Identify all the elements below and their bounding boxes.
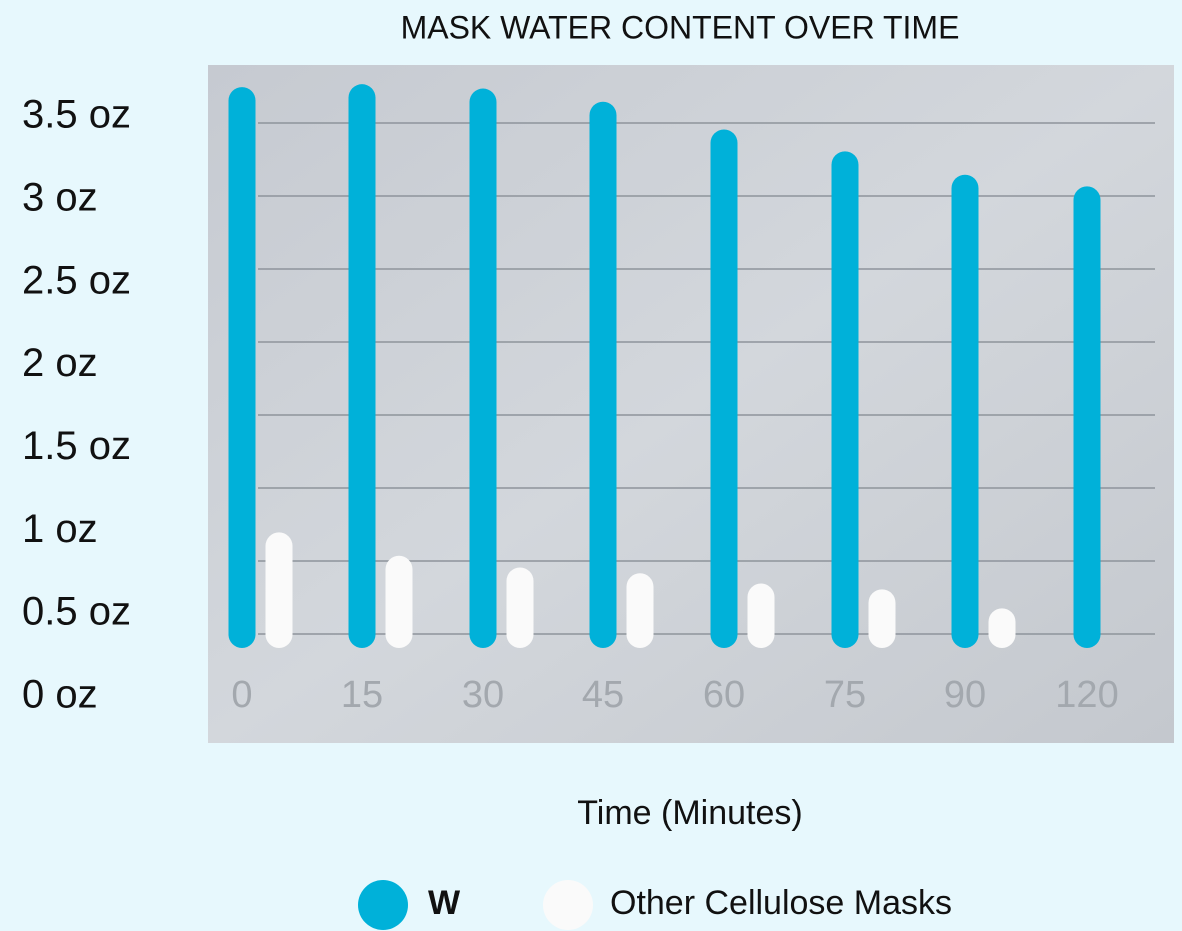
bar bbox=[506, 567, 534, 648]
bar bbox=[710, 129, 738, 648]
y-tick-label: 0 oz bbox=[22, 673, 98, 717]
x-axis-label: Time (Minutes) bbox=[577, 794, 802, 832]
bar bbox=[626, 573, 654, 648]
y-tick-label: 2.5 oz bbox=[22, 258, 131, 302]
y-tick-label: 1.5 oz bbox=[22, 424, 131, 468]
chart-title: MASK WATER CONTENT OVER TIME bbox=[401, 9, 960, 45]
bar bbox=[348, 84, 376, 649]
bar bbox=[1073, 186, 1101, 648]
y-tick-label: 0.5 oz bbox=[22, 590, 131, 634]
x-tick-label: 45 bbox=[582, 674, 624, 716]
bar bbox=[469, 88, 497, 648]
x-tick-label: 60 bbox=[703, 674, 745, 716]
legend-label: W bbox=[428, 884, 461, 922]
x-tick-label: 75 bbox=[824, 674, 866, 716]
x-tick-label: 90 bbox=[944, 674, 986, 716]
bar bbox=[385, 555, 413, 648]
bar bbox=[988, 608, 1016, 648]
y-tick-label: 3.5 oz bbox=[22, 93, 131, 137]
bar bbox=[747, 583, 775, 648]
y-tick-label: 2 oz bbox=[22, 341, 98, 385]
bar bbox=[228, 87, 256, 649]
bar bbox=[868, 589, 896, 648]
legend-swatch bbox=[358, 880, 408, 930]
legend-swatch bbox=[543, 880, 593, 930]
y-tick-label: 3 oz bbox=[22, 175, 98, 219]
y-tick-label: 1 oz bbox=[22, 507, 98, 551]
legend-label: Other Cellulose Masks bbox=[610, 884, 952, 922]
bar bbox=[831, 151, 859, 648]
x-tick-label: 0 bbox=[231, 674, 252, 716]
x-tick-label: 120 bbox=[1055, 674, 1118, 716]
x-tick-label: 15 bbox=[341, 674, 383, 716]
bar bbox=[951, 174, 979, 648]
bar bbox=[589, 101, 617, 648]
x-tick-label: 30 bbox=[462, 674, 504, 716]
bar bbox=[265, 532, 293, 648]
